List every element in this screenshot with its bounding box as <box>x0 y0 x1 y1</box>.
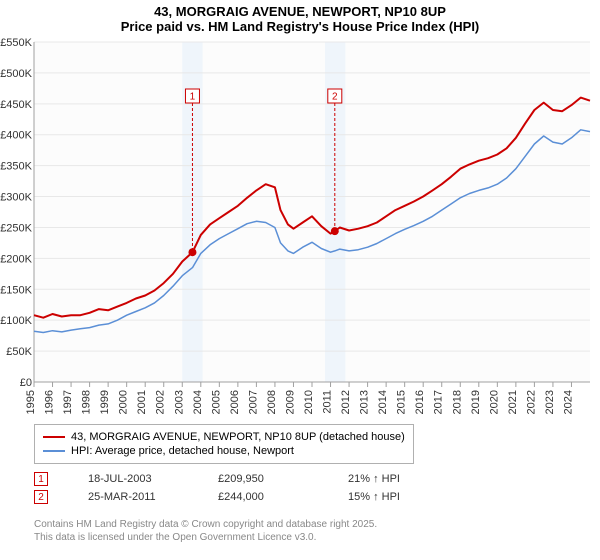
transaction-row: 2 25-MAR-2011 £244,000 15% ↑ HPI <box>34 490 438 504</box>
x-tick-label: 2002 <box>155 390 167 414</box>
transaction-row: 1 18-JUL-2003 £209,950 21% ↑ HPI <box>34 472 438 486</box>
y-tick-label: £550K <box>0 37 32 49</box>
x-tick-label: 2016 <box>414 390 426 414</box>
footer-line-2: This data is licensed under the Open Gov… <box>34 531 377 544</box>
transaction-price: £244,000 <box>218 491 308 503</box>
price-chart: £0 £50K £100K £150K £200K £250K £300K £350K £400… <box>0 0 600 424</box>
x-tick-label: 2005 <box>210 390 222 414</box>
x-tick-label: 2010 <box>303 390 315 414</box>
x-tick-label: 2024 <box>562 390 574 414</box>
x-tick-label: 2007 <box>247 390 259 414</box>
x-tick-label: 2018 <box>451 390 463 414</box>
marker-label: 1 <box>190 92 196 103</box>
y-tick-label: £100K <box>0 315 32 327</box>
x-tick-label: 2017 <box>433 390 445 414</box>
legend-label: 43, MORGRAIG AVENUE, NEWPORT, NP10 8UP (… <box>71 431 405 443</box>
x-tick-label: 2022 <box>525 390 537 414</box>
transaction-price: £209,950 <box>218 473 308 485</box>
x-tick-label: 1997 <box>62 390 74 414</box>
y-tick-label: £200K <box>0 253 32 265</box>
footer-attribution: Contains HM Land Registry data © Crown c… <box>34 518 377 544</box>
x-tick-label: 2001 <box>136 390 148 414</box>
footer-line-1: Contains HM Land Registry data © Crown c… <box>34 518 377 531</box>
x-tick-label: 2009 <box>284 390 296 414</box>
x-tick-label: 2015 <box>396 390 408 414</box>
transaction-delta: 15% ↑ HPI <box>348 491 438 503</box>
x-tick-label: 2020 <box>488 390 500 414</box>
transaction-date: 25-MAR-2011 <box>88 491 178 503</box>
x-tick-label: 2023 <box>544 390 556 414</box>
x-tick-label: 2003 <box>173 390 185 414</box>
x-tick-label: 1999 <box>99 390 111 414</box>
y-tick-label: £400K <box>0 130 32 142</box>
x-tick-label: 2021 <box>507 390 519 414</box>
transaction-marker: 1 <box>34 472 48 486</box>
legend-swatch <box>43 450 65 452</box>
y-tick-label: £50K <box>6 346 32 358</box>
x-tick-label: 2012 <box>340 390 352 414</box>
x-tick-label: 1996 <box>44 390 56 414</box>
transaction-delta: 21% ↑ HPI <box>348 473 438 485</box>
x-tick-label: 2008 <box>266 390 278 414</box>
x-tick-label: 2013 <box>359 390 371 414</box>
y-tick-label: £350K <box>0 161 32 173</box>
x-tick-label: 2000 <box>118 390 130 414</box>
x-tick-label: 2004 <box>192 390 204 414</box>
legend: 43, MORGRAIG AVENUE, NEWPORT, NP10 8UP (… <box>34 424 414 464</box>
y-tick-label: £450K <box>0 99 32 111</box>
legend-item: 43, MORGRAIG AVENUE, NEWPORT, NP10 8UP (… <box>43 431 405 443</box>
y-tick-label: £150K <box>0 284 32 296</box>
transaction-table: 1 18-JUL-2003 £209,950 21% ↑ HPI 2 25-MAR-201… <box>34 468 438 508</box>
y-tick-label: £500K <box>0 68 32 80</box>
transaction-marker: 2 <box>34 490 48 504</box>
y-tick-label: £250K <box>0 222 32 234</box>
y-tick-label: £0 <box>20 377 32 389</box>
x-tick-label: 1995 <box>25 390 37 414</box>
y-tick-label: £300K <box>0 192 32 204</box>
x-tick-label: 1998 <box>81 390 93 414</box>
x-tick-label: 2011 <box>322 390 334 414</box>
x-tick-label: 2014 <box>377 390 389 414</box>
legend-label: HPI: Average price, detached house, Newp… <box>71 445 294 457</box>
legend-swatch <box>43 436 65 438</box>
marker-label: 2 <box>332 92 338 103</box>
x-tick-label: 2019 <box>470 390 482 414</box>
legend-item: HPI: Average price, detached house, Newp… <box>43 445 405 457</box>
x-tick-label: 2006 <box>229 390 241 414</box>
transaction-date: 18-JUL-2003 <box>88 473 178 485</box>
